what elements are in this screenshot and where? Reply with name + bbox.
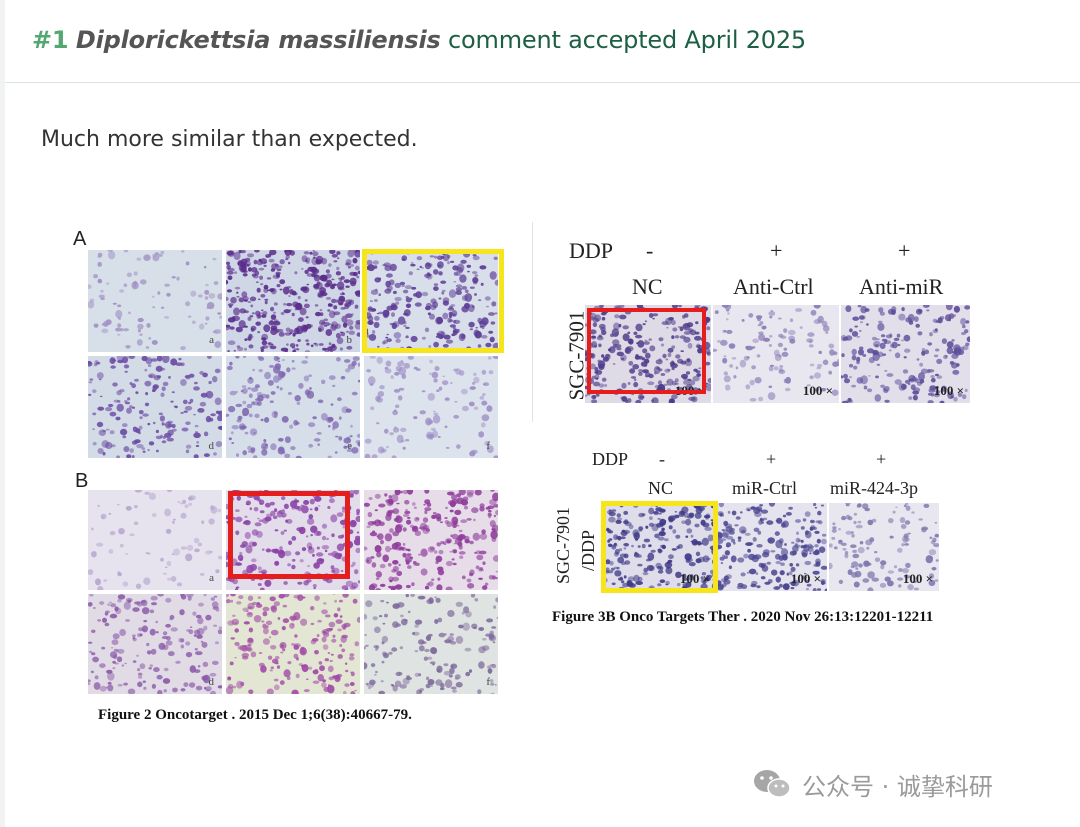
sub-panel-label: d [208, 676, 215, 688]
sub-panel-label: f [486, 440, 490, 452]
group-label-mir-424: miR-424-3p [830, 478, 918, 498]
ddp-value-2: + [770, 238, 783, 263]
micrograph-ddp-nc: 100 × [603, 503, 716, 591]
group-label-nc-bottom: NC [648, 478, 674, 498]
ddp-bottom-value-1: - [659, 449, 665, 469]
micrograph-b-6: f [364, 594, 498, 694]
ddp-bottom-value-2: + [766, 449, 777, 469]
species-name[interactable]: Diplorickettsia massiliensis [75, 26, 441, 54]
ddp-label: DDP [569, 238, 614, 263]
micrograph-a-5: e [226, 356, 360, 458]
group-label-nc: NC [632, 274, 663, 299]
micrograph-a-2: b [226, 250, 360, 352]
ddp-value-1: - [646, 238, 654, 263]
panel-label-b: B [75, 470, 89, 492]
micrograph-a-4: d [88, 356, 222, 458]
wechat-icon [754, 770, 791, 798]
micrograph-ddp-mir-424: 100 × [829, 503, 939, 591]
row-label-sgc-bottom: SGC-7901 [553, 506, 574, 585]
micrograph-a-3 [364, 250, 498, 352]
micrograph-a-1: a [88, 250, 222, 352]
panel-label-a: A [73, 228, 87, 250]
comment-text: Much more similar than expected. [41, 127, 418, 152]
comment-number: #1 [32, 26, 69, 54]
magnification-label: 100 × [933, 383, 964, 398]
group-label-mir-ctrl: miR-Ctrl [732, 478, 798, 498]
micrograph-b-3 [364, 490, 498, 590]
watermark-text: 公众号 · 诚挚科研 [802, 772, 993, 801]
comment-header: #1 Diplorickettsia massiliensis comment … [5, 0, 1080, 83]
figure-right-caption: Figure 3B Onco Targets Ther . 2020 Nov 2… [552, 609, 934, 625]
red-highlight-box-right [587, 308, 706, 394]
sub-panel-label: a [209, 572, 214, 584]
ddp-value-3: + [898, 238, 911, 263]
group-label-anti-ctrl: Anti-Ctrl [733, 274, 814, 299]
yellow-highlight-box [362, 249, 504, 353]
watermark: 公众号 · 诚挚科研 [752, 766, 993, 802]
ddp-label-bottom: DDP [592, 449, 629, 469]
micrograph-sgc-anti-ctrl: 100 × [713, 305, 839, 403]
sub-panel-label: b [346, 334, 353, 346]
micrograph-b-1: a [88, 490, 222, 590]
comment-status: comment accepted April 2025 [448, 26, 806, 54]
micrograph-ddp-mir-ctrl: 100 × [718, 503, 827, 591]
ddp-bottom-value-3: + [876, 449, 887, 469]
sub-panel-label: a [209, 334, 214, 346]
micrograph-sgc-nc: 100 × [585, 305, 711, 403]
figure-left-caption: Figure 2 Oncotarget . 2015 Dec 1;6(38):4… [98, 707, 412, 723]
sub-panel-label: d [208, 440, 215, 452]
sub-panel-label: f [486, 676, 490, 688]
magnification-label: 100 × [679, 571, 710, 586]
figure-divider [532, 222, 533, 422]
group-label-anti-mir: Anti-miR [859, 274, 944, 299]
magnification-label: 100 × [802, 383, 833, 398]
sub-panel-label: e [347, 440, 352, 452]
row-label-ddp-bottom: /DDP [578, 529, 599, 572]
micrograph-a-6: f [364, 356, 498, 458]
comment-title: #1 Diplorickettsia massiliensis comment … [32, 26, 806, 54]
magnification-label: 100 × [902, 571, 933, 586]
micrograph-b-4: d [88, 594, 222, 694]
yellow-highlight-box-right [601, 501, 718, 593]
micrograph-sgc-anti-mir: 100 × [841, 305, 970, 403]
micrograph-b-5 [226, 594, 360, 694]
red-highlight-box [228, 491, 350, 579]
magnification-label: 100 × [790, 571, 821, 586]
